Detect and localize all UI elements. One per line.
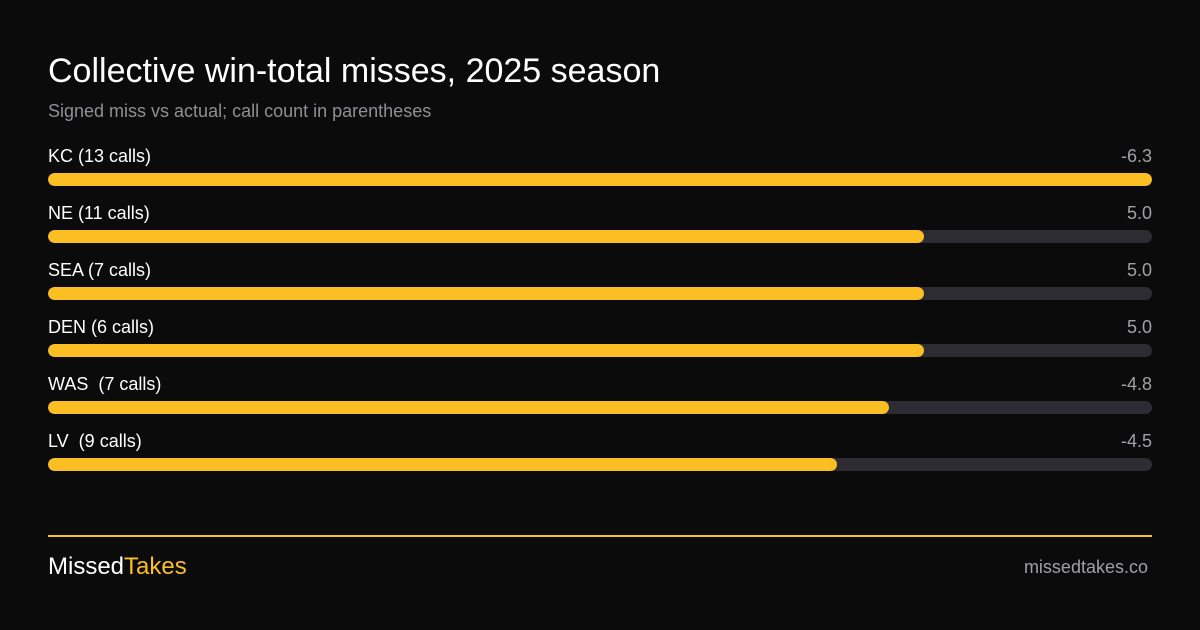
bar-row: NE (11 calls) 5.0 bbox=[48, 200, 1152, 257]
chart-subtitle: Signed miss vs actual; call count in par… bbox=[48, 101, 432, 121]
bar-track bbox=[48, 401, 1152, 414]
bar-track bbox=[48, 230, 1152, 243]
bar bbox=[48, 287, 925, 300]
bar bbox=[48, 401, 890, 414]
brand-name-part2: Takes bbox=[124, 553, 187, 580]
site-url: missedtakes.co bbox=[1023, 557, 1148, 577]
bar-row: LV (9 calls) -4.5 bbox=[48, 428, 1152, 485]
bar-value-label: -6.3 bbox=[1120, 146, 1152, 166]
bar-track bbox=[48, 173, 1152, 186]
bar-label: WAS (7 calls) bbox=[48, 374, 162, 394]
bar-label: SEA (7 calls) bbox=[48, 260, 152, 280]
bar-row: KC (13 calls) -6.3 bbox=[48, 143, 1152, 200]
bar-label: DEN (6 calls) bbox=[48, 317, 155, 337]
bar-label: LV (9 calls) bbox=[48, 431, 142, 451]
bar-track bbox=[48, 287, 1152, 300]
bar-label: KC (13 calls) bbox=[48, 146, 152, 166]
footer-divider bbox=[48, 535, 1152, 537]
bar-value-label: -4.8 bbox=[1120, 374, 1152, 394]
bar-value-label: 5.0 bbox=[1126, 317, 1152, 337]
bar bbox=[48, 173, 1152, 186]
bar-track bbox=[48, 458, 1152, 471]
bar-row: SEA (7 calls) 5.0 bbox=[48, 257, 1152, 314]
bar-chart: KC (13 calls) -6.3 NE (11 calls) 5.0 SEA (7 … bbox=[48, 143, 1152, 485]
bar-row: DEN (6 calls) 5.0 bbox=[48, 314, 1152, 371]
bar-value-label: 5.0 bbox=[1126, 203, 1152, 223]
bar bbox=[48, 230, 925, 243]
bar bbox=[48, 344, 925, 357]
bar-value-label: 5.0 bbox=[1126, 260, 1152, 280]
chart-title: Collective win-total misses, 2025 season bbox=[48, 52, 661, 90]
bar-track bbox=[48, 344, 1152, 357]
brand-logo: MissedTakes bbox=[48, 552, 187, 582]
bar-row: WAS (7 calls) -4.8 bbox=[48, 371, 1152, 428]
bar-value-label: -4.5 bbox=[1120, 431, 1152, 451]
brand-name-part1: Missed bbox=[48, 553, 125, 580]
bar-label: NE (11 calls) bbox=[48, 203, 150, 223]
bar bbox=[48, 458, 837, 471]
